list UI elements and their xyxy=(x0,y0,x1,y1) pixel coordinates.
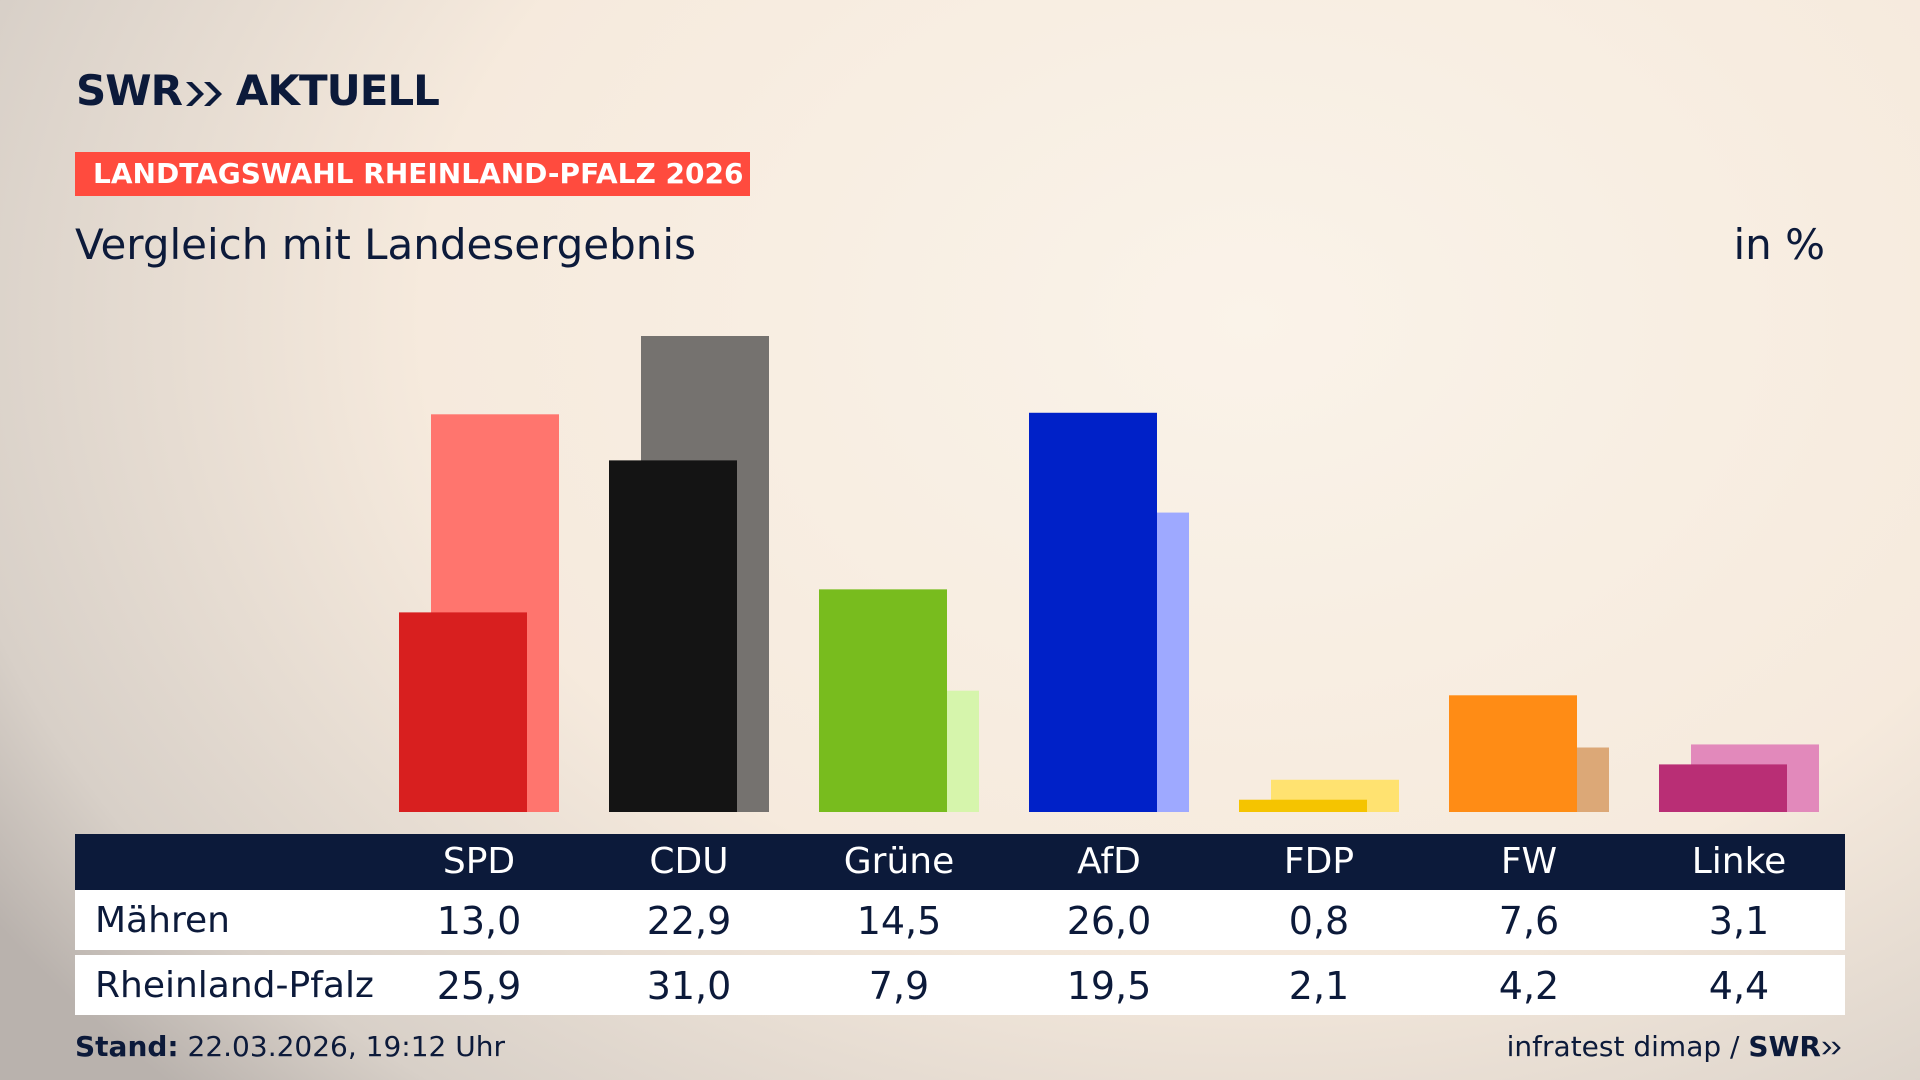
table-cell: 7,9 xyxy=(868,964,930,1008)
chart-subtitle: Vergleich mit Landesergebnis xyxy=(75,220,696,269)
row-label: Mähren xyxy=(95,900,230,941)
bar-chart xyxy=(399,336,1819,812)
swr-aktuell-logo: SWR AKTUELL xyxy=(76,66,440,115)
table-cell: 31,0 xyxy=(646,964,732,1008)
source-credit: infratest dimap / SWR xyxy=(1507,1030,1845,1063)
bar-maehren-grüne xyxy=(819,589,947,812)
double-chevron-icon xyxy=(185,81,222,106)
table-header-row: SPD CDU Grüne AfD FDP FW Linke xyxy=(75,834,1845,890)
table-cell: 22,9 xyxy=(646,899,732,943)
double-chevron-icon xyxy=(1822,1041,1841,1055)
stand-label: Stand: xyxy=(75,1030,179,1063)
table-cell: 7,6 xyxy=(1498,899,1560,943)
table-cell: 14,5 xyxy=(856,899,942,943)
column-header: SPD xyxy=(442,841,516,882)
unit-label: in % xyxy=(1733,220,1825,269)
table-row-rlp: Rheinland-Pfalz 25,9 31,0 7,9 19,5 2,1 4,2 4,4 xyxy=(75,955,1845,1015)
column-header: FDP xyxy=(1283,841,1355,882)
stand-value: 22.03.2026, 19:12 Uhr xyxy=(187,1030,505,1063)
bar-maehren-fw xyxy=(1449,695,1577,812)
table-cell: 3,1 xyxy=(1708,899,1770,943)
column-header: CDU xyxy=(649,841,729,882)
bar-maehren-linke xyxy=(1659,764,1787,812)
bar-maehren-cdu xyxy=(609,460,737,812)
table-row-maehren: Mähren 13,0 22,9 14,5 26,0 0,8 7,6 3,1 xyxy=(75,890,1845,950)
logo-suffix: AKTUELL xyxy=(235,66,440,115)
table-cell: 4,4 xyxy=(1708,964,1770,1008)
table-cell: 0,8 xyxy=(1288,899,1350,943)
logo-brand: SWR xyxy=(76,66,183,115)
column-header: AfD xyxy=(1077,841,1141,882)
row-label: Rheinland-Pfalz xyxy=(95,965,374,1006)
bar-maehren-afd xyxy=(1029,412,1157,812)
table-cell: 19,5 xyxy=(1066,964,1152,1008)
table-cell: 25,9 xyxy=(436,964,522,1008)
source-brand: SWR xyxy=(1748,1030,1821,1063)
table-cell: 2,1 xyxy=(1288,964,1350,1008)
bar-maehren-spd xyxy=(399,612,527,812)
kicker-badge: LANDTAGSWAHL RHEINLAND-PFALZ 2026 xyxy=(75,152,750,196)
column-header: Linke xyxy=(1691,841,1787,882)
table-cell: 13,0 xyxy=(436,899,522,943)
results-table: SPD CDU Grüne AfD FDP FW Linke Mähren 13,0 22,9 1… xyxy=(75,834,1845,1015)
timestamp: Stand: 22.03.2026, 19:12 Uhr xyxy=(75,1030,505,1063)
source-text: infratest dimap / xyxy=(1506,1030,1740,1063)
bar-maehren-fdp xyxy=(1239,799,1367,812)
column-header: FW xyxy=(1500,841,1558,882)
table-cell: 4,2 xyxy=(1498,964,1560,1008)
table-cell: 26,0 xyxy=(1066,899,1152,943)
column-header: Grüne xyxy=(843,841,955,882)
